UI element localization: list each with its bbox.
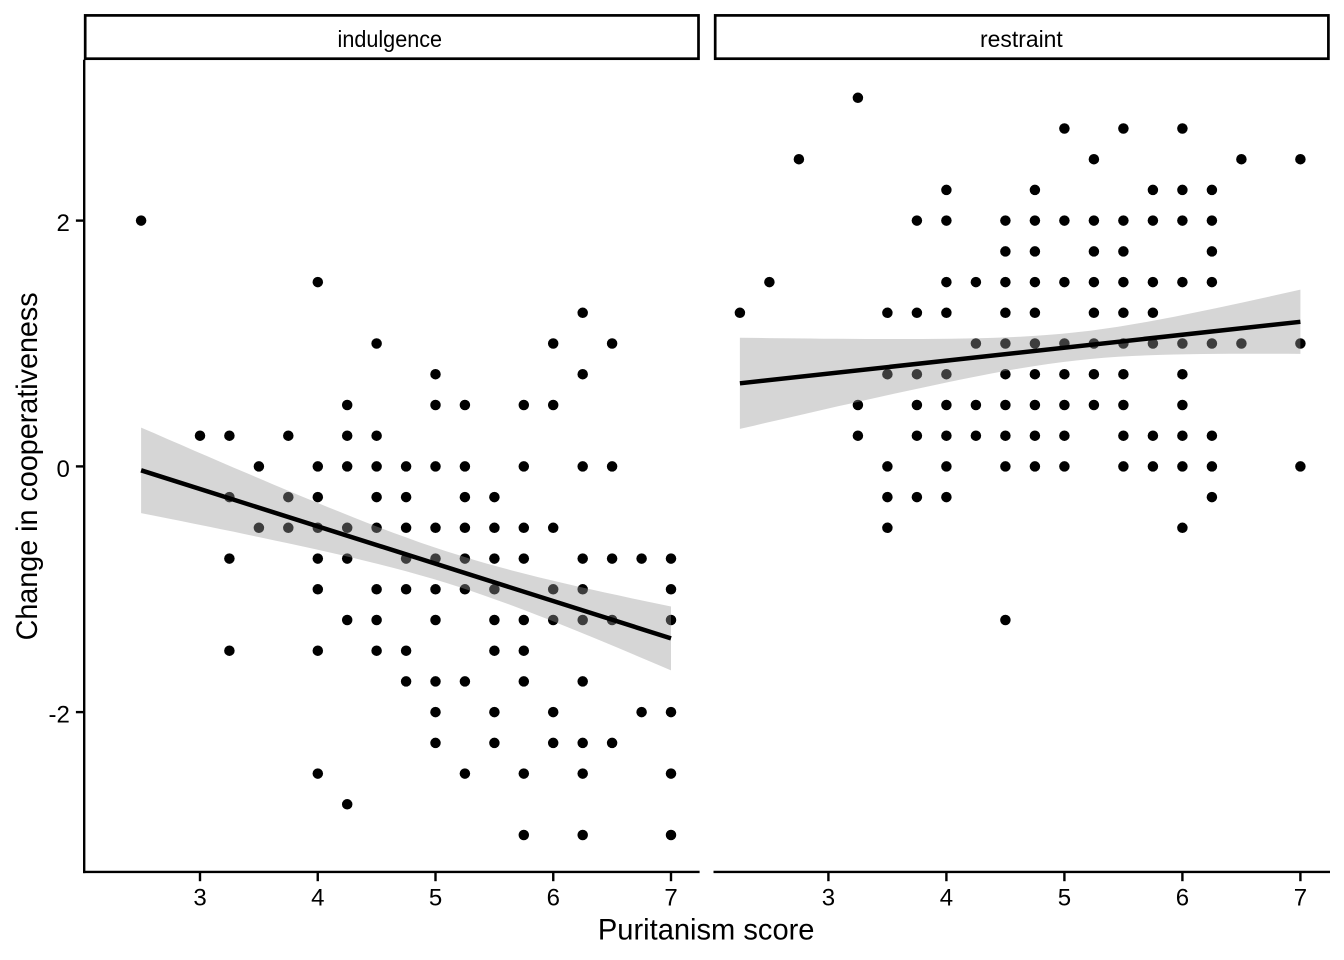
svg-text:7: 7 [1294,885,1307,912]
svg-text:3: 3 [193,885,206,912]
svg-text:4: 4 [940,885,953,912]
svg-text:5: 5 [1058,885,1071,912]
svg-text:Change in cooperativeness: Change in cooperativeness [11,292,44,640]
svg-text:4: 4 [311,885,324,912]
svg-text:3: 3 [822,885,835,912]
svg-text:0: 0 [56,456,69,483]
svg-text:-2: -2 [48,702,69,729]
svg-text:indulgence: indulgence [338,26,443,52]
svg-text:restraint: restraint [980,26,1063,52]
svg-text:2: 2 [56,210,69,237]
svg-text:6: 6 [1176,885,1189,912]
svg-text:Puritanism score: Puritanism score [598,914,815,947]
svg-text:6: 6 [547,885,560,912]
svg-text:5: 5 [429,885,442,912]
svg-text:7: 7 [664,885,677,912]
